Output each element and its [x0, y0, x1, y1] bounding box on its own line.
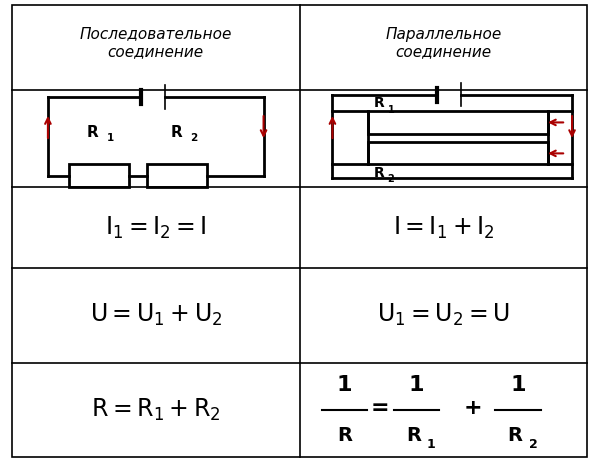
Text: Параллельное
соединение: Параллельное соединение [385, 26, 501, 59]
Text: $\mathbf{R}$: $\mathbf{R}$ [373, 166, 385, 180]
Text: R: R [337, 426, 352, 445]
Text: Последовательное
соединение: Последовательное соединение [80, 26, 232, 59]
Text: 1: 1 [427, 438, 435, 451]
Text: $\mathsf{I_1 = I_2 = I}$: $\mathsf{I_1 = I_2 = I}$ [105, 214, 207, 241]
Text: $\mathbf{R}$: $\mathbf{R}$ [170, 124, 183, 140]
Text: 1: 1 [337, 375, 352, 395]
Text: $\mathsf{R = R_1 + R_2}$: $\mathsf{R = R_1 + R_2}$ [91, 397, 220, 423]
Text: $\mathbf{2}$: $\mathbf{2}$ [190, 131, 198, 143]
Text: $\mathbf{2}$: $\mathbf{2}$ [387, 172, 395, 184]
Text: $\mathsf{U = U_1 + U_2}$: $\mathsf{U = U_1 + U_2}$ [89, 302, 222, 328]
Text: $\mathbf{R}$: $\mathbf{R}$ [373, 96, 385, 110]
FancyBboxPatch shape [368, 142, 548, 164]
Text: =: = [371, 398, 390, 418]
FancyBboxPatch shape [147, 164, 207, 187]
Text: +: + [464, 398, 483, 418]
Text: 1: 1 [510, 375, 526, 395]
Text: 2: 2 [529, 438, 537, 451]
Text: $\mathbf{1}$: $\mathbf{1}$ [387, 103, 395, 115]
FancyBboxPatch shape [69, 164, 129, 187]
Text: R: R [507, 426, 523, 445]
Text: R: R [406, 426, 421, 445]
Text: $\mathbf{1}$: $\mathbf{1}$ [106, 131, 114, 143]
Text: $\mathsf{I = I_1 + I_2}$: $\mathsf{I = I_1 + I_2}$ [392, 214, 494, 241]
Text: $\mathsf{U_1 = U_2 = U}$: $\mathsf{U_1 = U_2 = U}$ [377, 302, 510, 328]
Text: 1: 1 [409, 375, 424, 395]
Text: $\mathbf{R}$: $\mathbf{R}$ [86, 124, 99, 140]
FancyBboxPatch shape [368, 111, 548, 134]
